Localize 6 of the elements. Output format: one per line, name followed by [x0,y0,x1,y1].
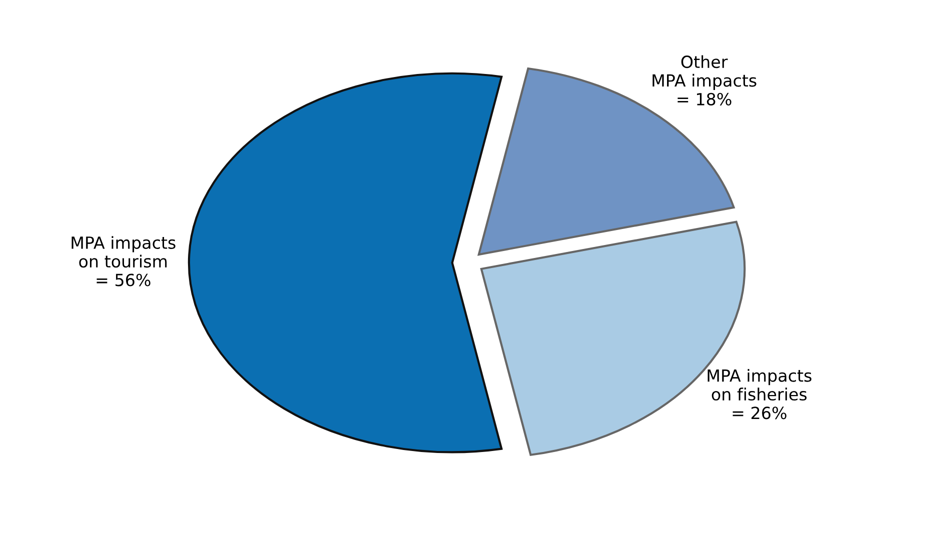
data-label: = 56% [96,274,150,286]
slice-label: Other MPA impacts [652,55,756,90]
slice-label: MPA impacts on tourism [72,236,176,268]
slice-label: MPA impacts on fisheries [708,368,812,401]
data-label: = 18% [678,92,732,106]
data-label: = 26% [732,406,786,420]
